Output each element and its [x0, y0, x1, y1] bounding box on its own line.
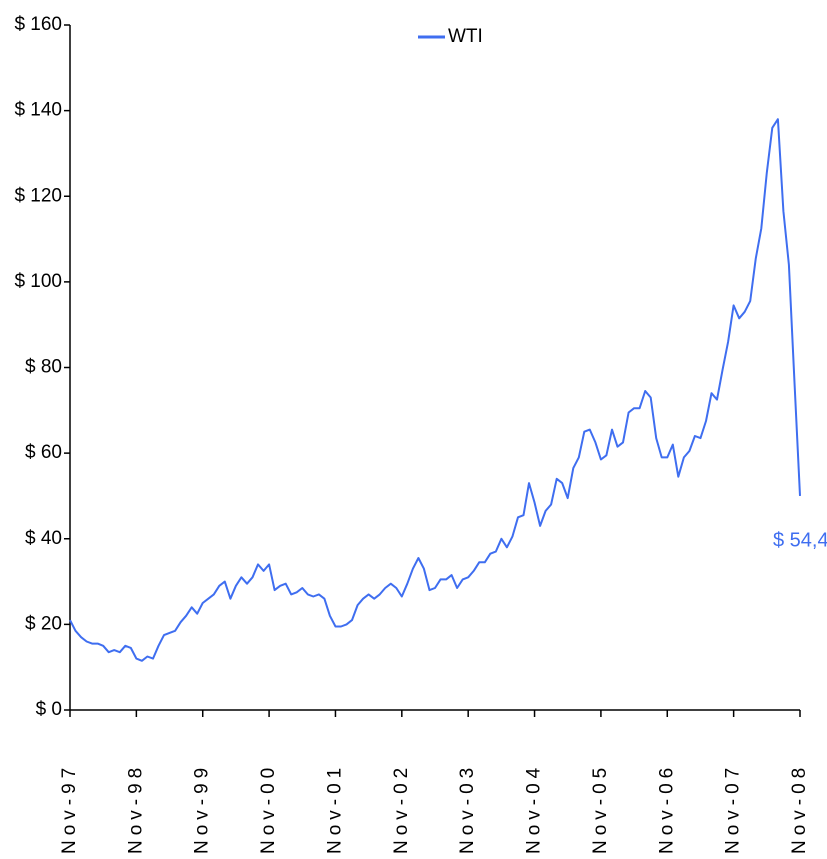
x-tick-label: Nov-03 [457, 763, 478, 854]
y-tick-label: $ 120 [14, 185, 62, 206]
x-tick-label: Nov-02 [391, 763, 412, 854]
y-tick-label: $ 140 [14, 100, 62, 121]
x-tick-label: Nov-06 [656, 763, 677, 854]
y-tick-label: $ 0 [36, 699, 62, 720]
y-tick-label: $ 40 [25, 528, 62, 549]
y-tick-label: $ 80 [25, 357, 62, 378]
legend-label: WTI [448, 26, 483, 47]
y-tick-label: $ 20 [25, 613, 62, 634]
x-tick-label: Nov-01 [324, 763, 345, 854]
x-tick-label: Nov-08 [789, 763, 810, 854]
y-tick-label: $ 100 [14, 271, 62, 292]
y-tick-label: $ 60 [25, 442, 62, 463]
y-tick-label: $ 160 [14, 14, 62, 35]
x-tick-label: Nov-97 [59, 763, 80, 854]
x-tick-label: Nov-07 [723, 763, 744, 854]
data-line [69, 118, 801, 662]
x-tick-label: Nov-05 [590, 763, 611, 854]
x-tick-label: Nov-98 [125, 763, 146, 854]
annotation: $ 54,4 [773, 529, 827, 551]
x-tick-label: Nov-04 [524, 763, 545, 854]
x-tick-label: Nov-99 [192, 763, 213, 854]
x-tick-label: Nov-00 [258, 763, 279, 854]
